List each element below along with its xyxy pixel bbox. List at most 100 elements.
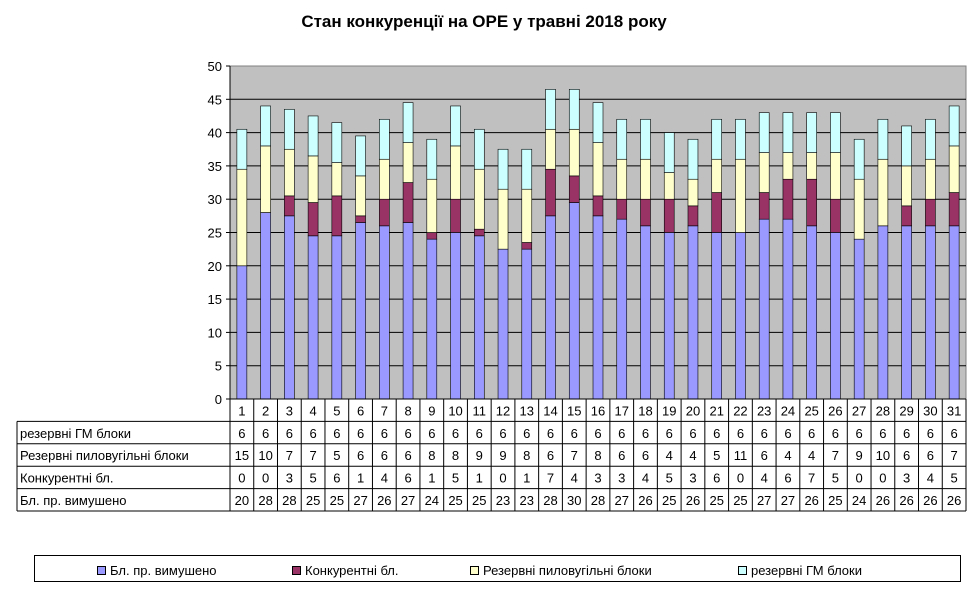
legend-item: Конкурентні бл. — [292, 563, 399, 578]
y-tick-label: 20 — [208, 259, 222, 274]
category-label: 29 — [899, 403, 913, 418]
data-label: 6 — [333, 426, 340, 441]
bar-segment — [640, 225, 651, 400]
category-label: 15 — [567, 403, 581, 418]
bar-segment — [830, 112, 841, 153]
data-label: 6 — [784, 426, 791, 441]
data-label: 6 — [642, 448, 649, 463]
data-label: 7 — [547, 471, 554, 486]
bar-segment — [521, 188, 533, 243]
data-label: 6 — [761, 426, 768, 441]
data-label: 26 — [923, 493, 937, 508]
data-label: 1 — [476, 471, 483, 486]
bar-segment — [782, 152, 794, 180]
bar-segment — [758, 152, 770, 193]
data-label: 6 — [262, 426, 269, 441]
bar-segment — [735, 158, 746, 233]
data-label: 27 — [615, 493, 629, 508]
bar-segment — [426, 238, 438, 400]
data-label: 25 — [472, 493, 486, 508]
bar-segment — [830, 152, 841, 200]
category-label: 27 — [852, 403, 866, 418]
bar-segment — [236, 168, 248, 267]
bar-segment — [474, 228, 485, 237]
data-label: 28 — [543, 493, 557, 508]
bar-segment — [853, 178, 865, 240]
y-tick-label: 0 — [215, 392, 222, 407]
bar-segment — [925, 158, 936, 200]
category-label: 17 — [615, 403, 629, 418]
data-label: 0 — [238, 471, 245, 486]
data-label: 3 — [286, 471, 293, 486]
category-label: 16 — [591, 403, 605, 418]
bar-segment — [331, 235, 343, 400]
data-label: 6 — [927, 426, 934, 441]
bar-segment — [284, 215, 295, 400]
data-label: 23 — [520, 493, 534, 508]
category-label: 18 — [638, 403, 652, 418]
bar-segment — [331, 195, 343, 237]
data-label: 5 — [713, 448, 720, 463]
category-label: 31 — [947, 403, 961, 418]
bar-segment — [355, 215, 366, 223]
y-tick-label: 5 — [215, 359, 222, 374]
data-label: 25 — [306, 493, 320, 508]
data-label: 6 — [618, 448, 625, 463]
data-label: 11 — [734, 448, 748, 463]
data-label: 0 — [262, 471, 269, 486]
data-label: 6 — [547, 426, 554, 441]
data-label: 7 — [309, 448, 316, 463]
data-label: 0 — [499, 471, 506, 486]
bar-segment — [355, 135, 366, 177]
y-tick-label: 45 — [208, 92, 222, 107]
bar-segment — [616, 158, 628, 200]
bar-segment — [379, 198, 390, 227]
legend-label: Бл. пр. вимушено — [110, 563, 217, 578]
data-label: 4 — [808, 448, 815, 463]
data-label: 26 — [876, 493, 890, 508]
data-label: 7 — [808, 471, 815, 486]
bar-segment — [663, 172, 675, 200]
bar-segment — [616, 218, 628, 400]
bar-segment — [331, 122, 343, 163]
data-label: 4 — [381, 471, 388, 486]
data-label: 6 — [381, 426, 388, 441]
bar-segment — [426, 178, 438, 233]
data-label: 4 — [642, 471, 649, 486]
data-label: 3 — [594, 471, 601, 486]
bar-segment — [948, 105, 960, 147]
legend-swatch — [470, 566, 479, 575]
bar-segment — [782, 178, 794, 220]
legend-swatch — [738, 566, 747, 575]
bar-segment — [758, 192, 770, 220]
bar-segment — [711, 192, 722, 233]
bar-segment — [355, 175, 366, 217]
bar-segment — [592, 142, 604, 197]
data-label: 26 — [899, 493, 913, 508]
data-label: 24 — [425, 493, 439, 508]
bar-segment — [568, 202, 580, 400]
data-label: 4 — [571, 471, 578, 486]
bar-segment — [592, 215, 604, 400]
data-label: 0 — [856, 471, 863, 486]
data-label: 7 — [571, 448, 578, 463]
legend-item: Бл. пр. вимушено — [97, 563, 217, 578]
bar-segment — [640, 118, 651, 160]
category-label: 11 — [473, 403, 487, 418]
category-label: 19 — [662, 403, 676, 418]
data-label: 25 — [330, 493, 344, 508]
data-label: 4 — [784, 448, 791, 463]
data-label: 6 — [499, 426, 506, 441]
bar-segment — [711, 118, 722, 160]
data-label: 6 — [357, 426, 364, 441]
bar-segment — [426, 138, 438, 180]
data-label: 27 — [353, 493, 367, 508]
bar-segment — [901, 225, 912, 400]
data-label: 6 — [666, 426, 673, 441]
data-label: 6 — [713, 426, 720, 441]
bar-segment — [758, 112, 770, 153]
data-label: 6 — [713, 471, 720, 486]
legend-swatch — [292, 566, 301, 575]
category-label: 8 — [404, 403, 411, 418]
bar-segment — [474, 235, 485, 400]
